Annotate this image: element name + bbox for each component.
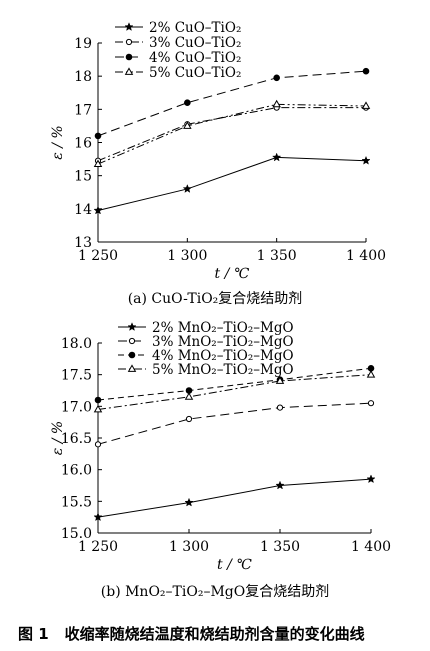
chart-a-data-point (183, 121, 192, 129)
chart-b-y-tick-label: 17.0 (61, 399, 92, 415)
chart-b-data-point (184, 392, 194, 400)
chart-a-series-4 (93, 99, 371, 167)
chart-a-legend-label: 4% CuO–TiO₂ (149, 50, 241, 66)
chart-a-legend-label: 2% CuO–TiO₂ (149, 20, 241, 36)
chart-a-series-line (97, 70, 367, 137)
chart-a-data-point (362, 67, 370, 75)
chart-b-series-2 (94, 400, 375, 448)
chart-a-y-tick-label: 18 (74, 69, 92, 85)
chart-b-series-1 (93, 474, 376, 522)
chart-b-data-point (184, 497, 194, 507)
chart-b-series-line (97, 402, 372, 445)
chart-a-legend-marker (124, 67, 134, 75)
chart-a-data-point (93, 205, 103, 215)
chart-a-legend-marker (124, 22, 134, 31)
chart-b-data-point (94, 441, 102, 448)
chart-b-caption: (b) MnO₂–TiO₂–MgO复合烧结助剂 (100, 584, 330, 600)
chart-b-y-tick-label: 18.0 (61, 336, 92, 352)
chart-b-series-line (97, 374, 372, 410)
chart-a-y-axis-label: ε / % (50, 125, 66, 159)
chart-a-series-2 (94, 104, 370, 164)
figure-caption: 图 1 收缩率随烧结温度和烧结助剂含量的变化曲线 (18, 623, 365, 644)
chart-b-svg: 15.0 15.5 16.0 16.5 17.0 17.5 18.0 1 250 1 300 1 … (50, 320, 391, 573)
chart-a-x-tick-label: 1 250 (78, 248, 118, 264)
chart-b-data-point (94, 396, 102, 404)
figure-caption-text: 收缩率随烧结温度和烧结助剂含量的变化曲线 (64, 625, 365, 643)
chart-b-data-point (93, 404, 103, 413)
chart-a-y-tick-label: 19 (74, 36, 92, 52)
chart-a-data-point (361, 155, 371, 165)
chart-a-x-axis-label: t / ℃ (215, 266, 250, 282)
chart-b-x-tick-label: 1 400 (351, 539, 391, 555)
chart-a-legend-marker (125, 53, 133, 61)
chart-a-series-line (97, 156, 367, 211)
chart-b-legend-marker (128, 351, 136, 359)
figure-number: 图 1 (18, 625, 49, 643)
chart-b-x-tick-label: 1 300 (169, 539, 209, 555)
chart-a-y-tick-label: 15 (74, 169, 92, 185)
chart-a-legend-label: 3% CuO–TiO₂ (149, 35, 241, 51)
chart-a-data-point (184, 99, 191, 106)
chart-b-series-line (97, 478, 372, 518)
chart-a-data-point (94, 132, 102, 140)
chart-panel-a: 13 14 15 16 17 18 19 1 250 1 300 1 350 1 400 t / ℃ ε… (0, 0, 430, 310)
chart-b-data-point (366, 370, 376, 378)
chart-a-y-tick-label: 17 (74, 102, 92, 118)
chart-a-y-tick-label: 13 (74, 235, 92, 251)
chart-b-y-tick-label: 15.5 (61, 494, 92, 510)
chart-b-data-point (367, 400, 375, 407)
chart-b-x-axis-label: t / ℃ (217, 557, 252, 573)
chart-a-data-point (273, 74, 280, 82)
chart-b-y-tick-label: 16.0 (61, 463, 92, 479)
chart-b-legend-marker (128, 337, 136, 345)
chart-a-svg: 13 14 15 16 17 18 19 1 250 1 300 1 350 1 400 t / ℃ ε… (50, 20, 386, 282)
chart-a-data-point (272, 99, 281, 108)
chart-b-y-tick-label: 17.5 (61, 368, 92, 384)
chart-b-legend-label: 3% MnO₂–TiO₂–MgO (152, 334, 294, 350)
chart-a-data-point (93, 159, 103, 167)
chart-a-series-line (97, 107, 366, 162)
chart-a-data-point (272, 152, 282, 162)
chart-a-data-point (182, 184, 192, 193)
chart-b-legend-label: 5% MnO₂–TiO₂–MgO (152, 362, 294, 378)
chart-a-series-line (97, 103, 367, 165)
chart-b-legend-label: 2% MnO₂–TiO₂–MgO (152, 320, 294, 336)
chart-a-x-tick-label: 1 350 (257, 248, 297, 264)
chart-a-y-tick-label: 16 (74, 136, 92, 152)
chart-b-legend-label: 4% MnO₂–TiO₂–MgO (152, 348, 294, 364)
chart-a-legend-label: 5% CuO–TiO₂ (149, 65, 241, 81)
chart-b-y-tick-label: 16.5 (61, 431, 92, 447)
chart-b-data-point (275, 480, 285, 490)
chart-panel-b: 15.0 15.5 16.0 16.5 17.0 17.5 18.0 1 250 1 300 1 … (0, 312, 430, 607)
chart-b-data-point (93, 512, 103, 522)
chart-a-series-1 (93, 152, 371, 215)
chart-b-series-line (97, 367, 372, 401)
chart-b-x-tick-label: 1 350 (260, 539, 300, 555)
chart-b-data-point (366, 474, 376, 484)
chart-a-caption: (a) CuO-TiO₂复合烧结助剂 (127, 291, 303, 307)
chart-b-series-4 (93, 370, 376, 413)
chart-b-y-tick-label: 15.0 (61, 526, 92, 542)
chart-b-y-axis-label: ε / % (50, 421, 66, 455)
chart-b-data-point (275, 376, 285, 384)
chart-b-legend-marker (127, 364, 137, 372)
chart-a-legend-marker (125, 38, 133, 46)
chart-b-data-point (185, 415, 193, 423)
chart-a-series-3 (94, 67, 370, 140)
chart-a-x-tick-label: 1 400 (346, 248, 386, 264)
chart-a-y-tick-label: 14 (74, 202, 92, 218)
chart-b-data-point (276, 404, 284, 411)
chart-b-legend-marker (127, 322, 137, 331)
chart-a-data-point (361, 101, 371, 109)
chart-a-x-tick-label: 1 300 (167, 248, 207, 264)
chart-b-x-tick-label: 1 250 (78, 539, 118, 555)
